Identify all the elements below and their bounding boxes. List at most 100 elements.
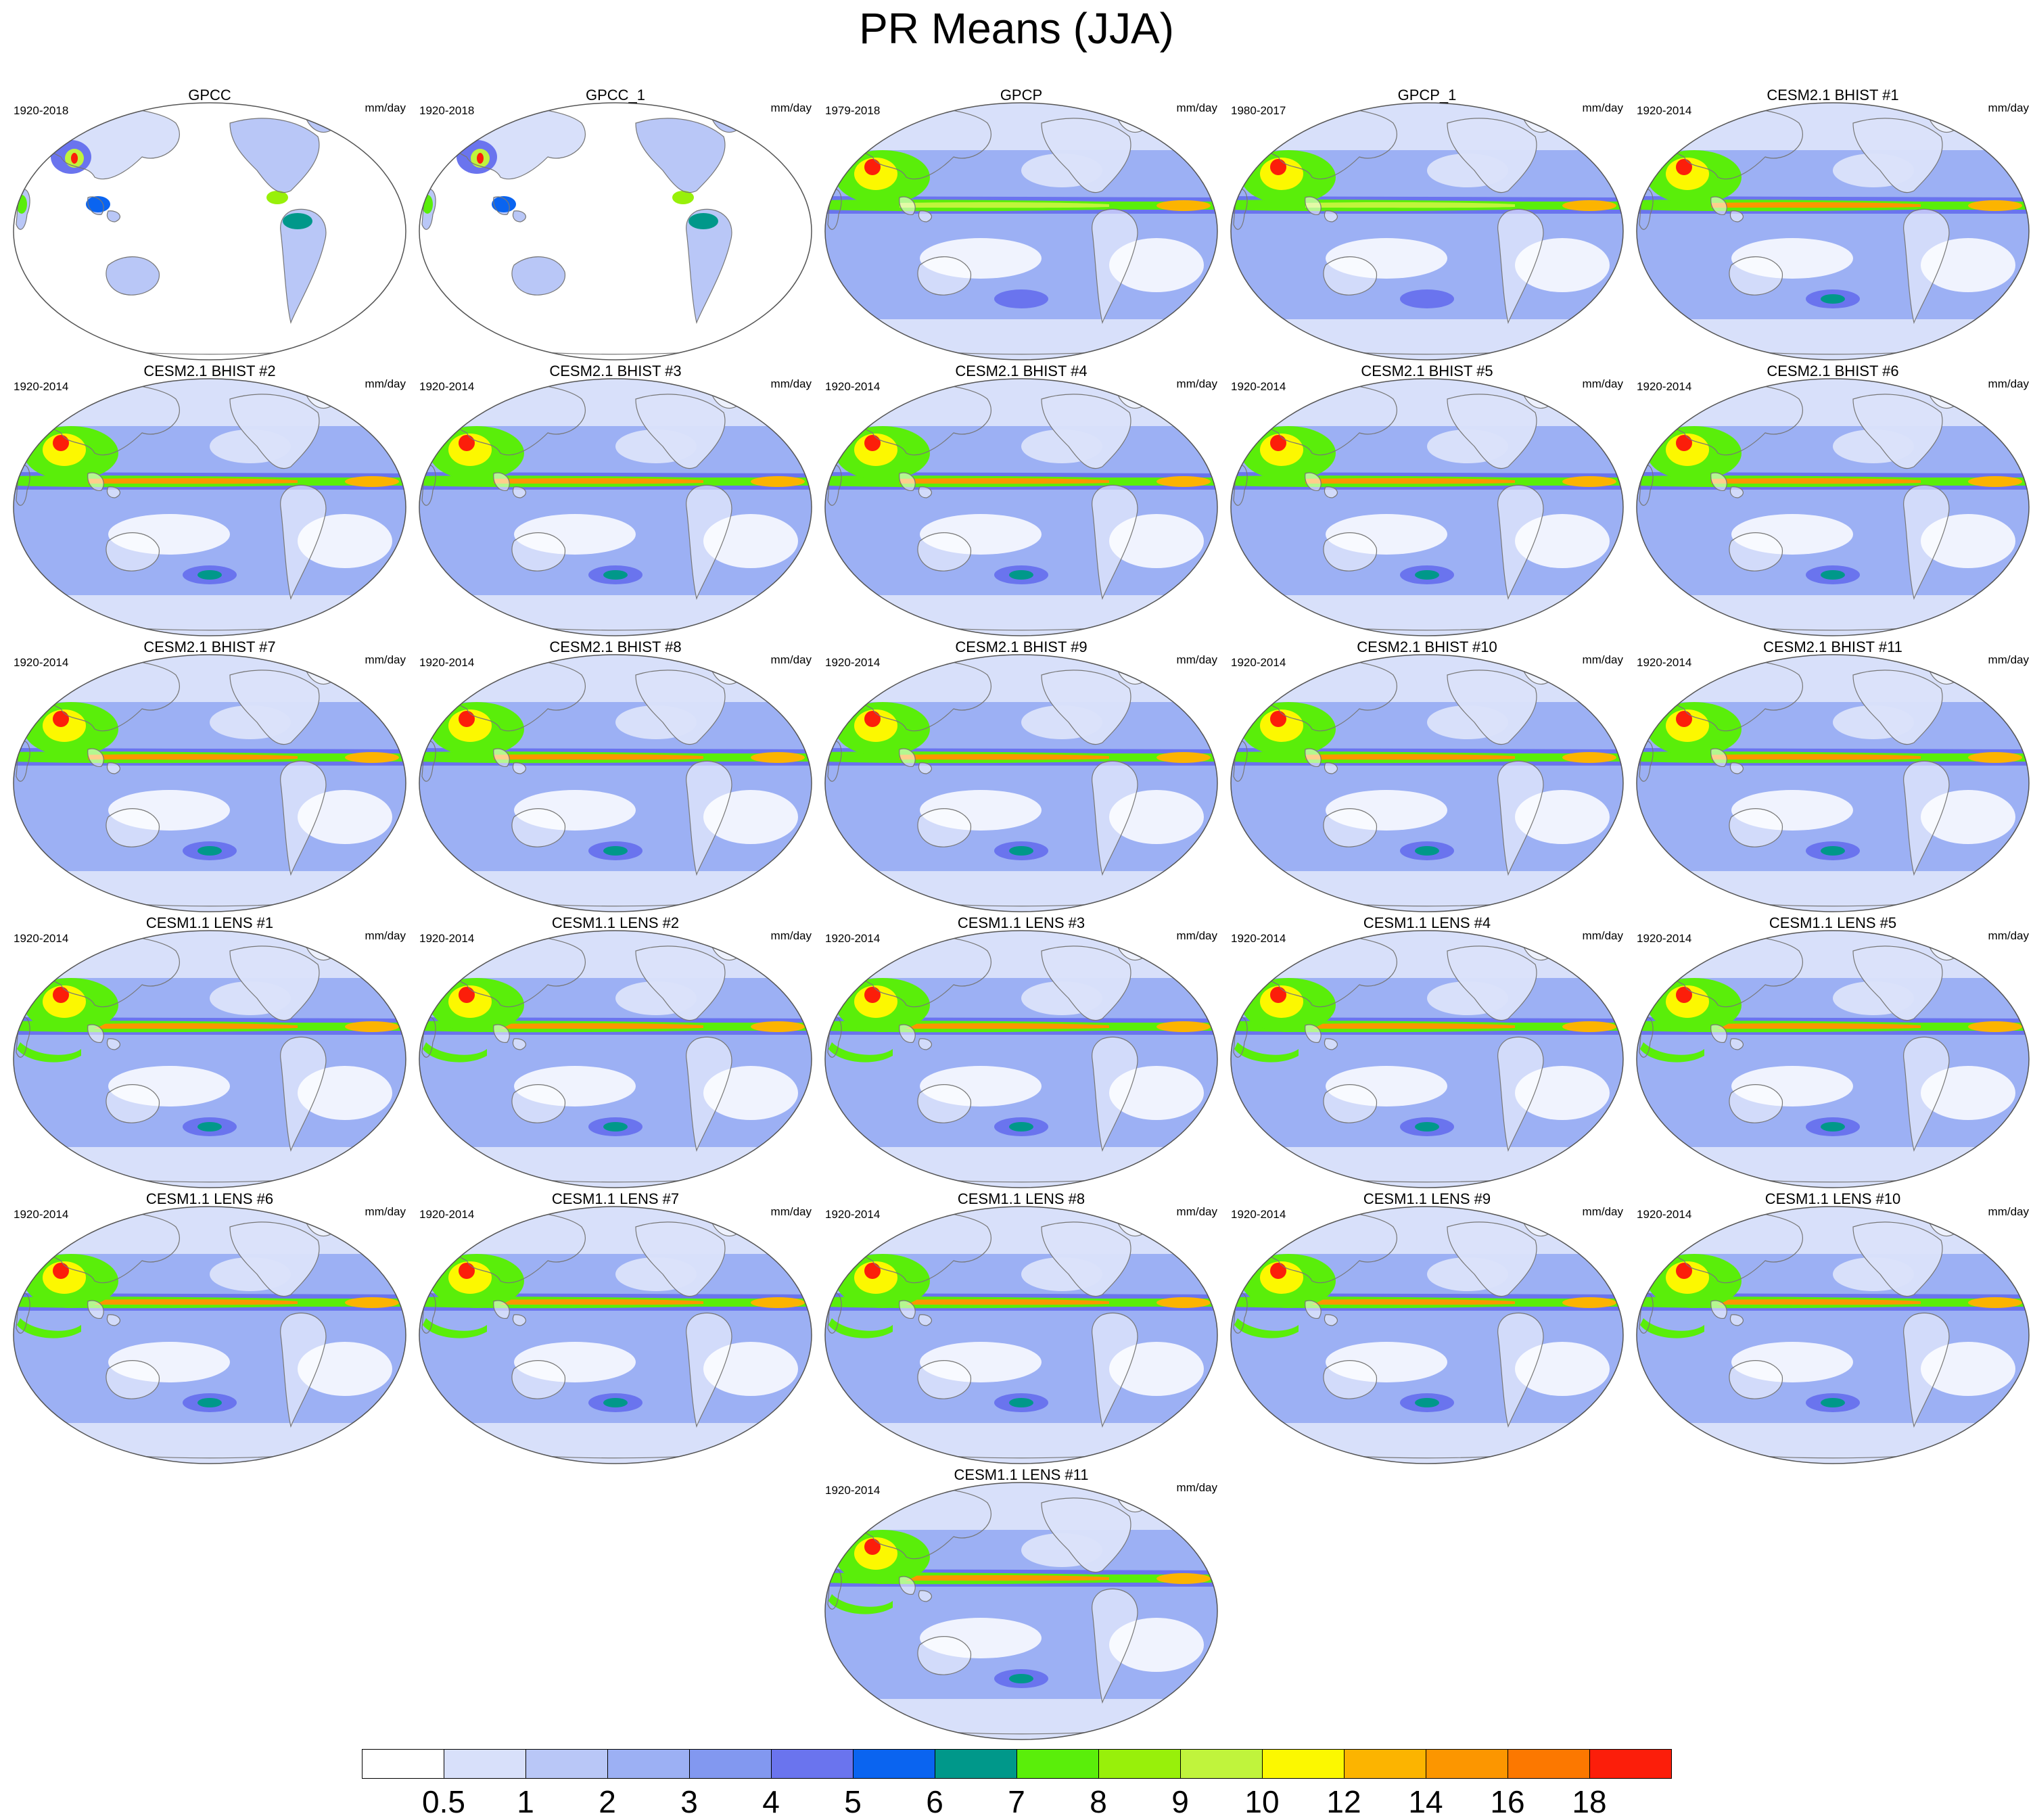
map-panel: CESM2.1 BHIST #2 1920-2014 mm/day [7,363,413,640]
panel-period: 1920-2014 [1637,656,1692,669]
panel-title: CESM2.1 BHIST #3 [549,363,682,379]
panel-units: mm/day [1582,653,1623,666]
panel-title: CESM2.1 BHIST #2 [143,363,276,379]
panel-units: mm/day [365,101,406,114]
colorbar-box [1016,1749,1099,1779]
panel-title: CESM1.1 LENS #8 [957,1190,1085,1207]
panel-period: 1979-2018 [825,104,881,117]
panel-period: 1920-2014 [825,380,881,393]
colorbar-tick-label: 4 [762,1784,780,1819]
panel-units: mm/day [365,653,406,666]
map-panel: CESM2.1 BHIST #3 1920-2014 mm/day [413,363,818,640]
colorbar-box [1180,1749,1263,1779]
colorbar-box [1426,1749,1508,1779]
map-panel: CESM1.1 LENS #10 1920-2014 mm/day [1630,1190,2033,1468]
panel-period: 1920-2014 [825,656,881,669]
colorbar-tick-label: 9 [1171,1784,1189,1819]
panel-units: mm/day [770,653,812,666]
precip-map [824,102,1218,360]
panel-units: mm/day [770,101,812,114]
map-panel: CESM1.1 LENS #4 1920-2014 mm/day [1224,914,1630,1192]
colorbar [362,1749,1672,1779]
panel-title: GPCP_1 [1397,87,1457,103]
panel-title: CESM1.1 LENS #1 [145,914,274,931]
panel-title: CESM1.1 LENS #9 [1363,1190,1491,1207]
panel-period: 1920-2014 [14,1208,69,1221]
map-panel: GPCC 1920-2018 mm/day [7,87,413,364]
precip-map [419,102,812,360]
map-panel: CESM2.1 BHIST #5 1920-2014 mm/day [1224,363,1630,640]
colorbar-box [689,1749,772,1779]
colorbar-box [1098,1749,1181,1779]
panel-title: GPCC_1 [585,87,646,103]
panel-period: 1920-2014 [825,1208,881,1221]
panel-units: mm/day [1582,929,1623,942]
precip-map [419,1206,812,1464]
precip-map [1230,930,1624,1188]
panel-period: 1920-2014 [1231,380,1286,393]
precip-map [1230,1206,1624,1464]
panel-period: 1920-2014 [14,380,69,393]
map-panel: GPCC_1 1920-2018 mm/day [413,87,818,364]
map-panel: CESM2.1 BHIST #6 1920-2014 mm/day [1630,363,2033,640]
precip-map [1230,654,1624,912]
panel-title: CESM2.1 BHIST #6 [1767,363,1899,379]
panel-units: mm/day [1176,1481,1217,1494]
colorbar-box [935,1749,1017,1779]
panel-title: CESM1.1 LENS #7 [551,1190,680,1207]
map-panel: CESM2.1 BHIST #10 1920-2014 mm/day [1224,638,1630,916]
colorbar-box [771,1749,854,1779]
panel-units: mm/day [770,929,812,942]
panel-period: 1920-2014 [1231,932,1286,945]
panel-units: mm/day [1582,1205,1623,1218]
map-panel: CESM1.1 LENS #9 1920-2014 mm/day [1224,1190,1630,1468]
precip-map [824,1206,1218,1464]
colorbar-tick-label: 6 [926,1784,943,1819]
map-panel: CESM2.1 BHIST #1 1920-2014 mm/day [1630,87,2033,364]
panel-title: CESM2.1 BHIST #9 [955,638,1088,655]
colorbar-tick-label: 16 [1490,1784,1525,1819]
precip-map [1636,1206,2030,1464]
precip-map [419,654,812,912]
panel-units: mm/day [1988,1205,2029,1218]
colorbar-tick-label: 18 [1572,1784,1607,1819]
colorbar-box [1262,1749,1345,1779]
panel-units: mm/day [1988,101,2029,114]
precip-map [419,930,812,1188]
colorbar-tick-label: 10 [1244,1784,1280,1819]
precip-map [13,1206,406,1464]
panel-period: 1920-2014 [419,380,475,393]
figure-title: PR Means (JJA) [859,4,1174,53]
panel-period: 1920-2014 [14,656,69,669]
precip-map [1230,102,1624,360]
panel-period: 1920-2014 [1637,380,1692,393]
panel-title: CESM1.1 LENS #10 [1765,1190,1901,1207]
panel-period: 1920-2014 [419,656,475,669]
colorbar-tick-label: 2 [599,1784,616,1819]
colorbar-box [853,1749,935,1779]
map-panel: CESM1.1 LENS #6 1920-2014 mm/day [7,1190,413,1468]
panel-units: mm/day [1176,1205,1217,1218]
panel-period: 1920-2014 [14,932,69,945]
colorbar-tick-label: 14 [1408,1784,1443,1819]
precip-map [13,930,406,1188]
colorbar-tick-label: 12 [1326,1784,1361,1819]
colorbar-box [1589,1749,1672,1779]
colorbar-tick-label: 5 [844,1784,862,1819]
panel-period: 1920-2018 [419,104,475,117]
panel-title: GPCC [188,87,231,103]
panel-title: CESM2.1 BHIST #8 [549,638,682,655]
panel-units: mm/day [1582,101,1623,114]
precip-map [824,378,1218,636]
precip-map [1636,102,2030,360]
map-panel: GPCP 1979-2018 mm/day [818,87,1224,364]
panel-units: mm/day [1988,929,2029,942]
precip-map [1636,654,2030,912]
panel-period: 1920-2014 [1637,104,1692,117]
panel-units: mm/day [1582,377,1623,390]
panel-title: CESM2.1 BHIST #5 [1361,363,1493,379]
map-panel: CESM1.1 LENS #7 1920-2014 mm/day [413,1190,818,1468]
map-panel: CESM2.1 BHIST #9 1920-2014 mm/day [818,638,1224,916]
map-panel: CESM1.1 LENS #1 1920-2014 mm/day [7,914,413,1192]
panel-units: mm/day [365,377,406,390]
